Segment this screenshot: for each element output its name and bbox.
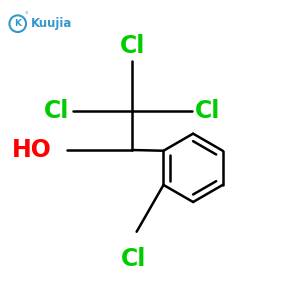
Text: °: °	[24, 12, 28, 18]
Text: K: K	[14, 19, 21, 28]
Text: HO: HO	[12, 138, 52, 162]
Text: Cl: Cl	[195, 99, 220, 123]
Text: Kuujia: Kuujia	[31, 17, 72, 30]
Text: Cl: Cl	[119, 34, 145, 58]
Text: Cl: Cl	[44, 99, 70, 123]
Text: Cl: Cl	[121, 247, 146, 271]
